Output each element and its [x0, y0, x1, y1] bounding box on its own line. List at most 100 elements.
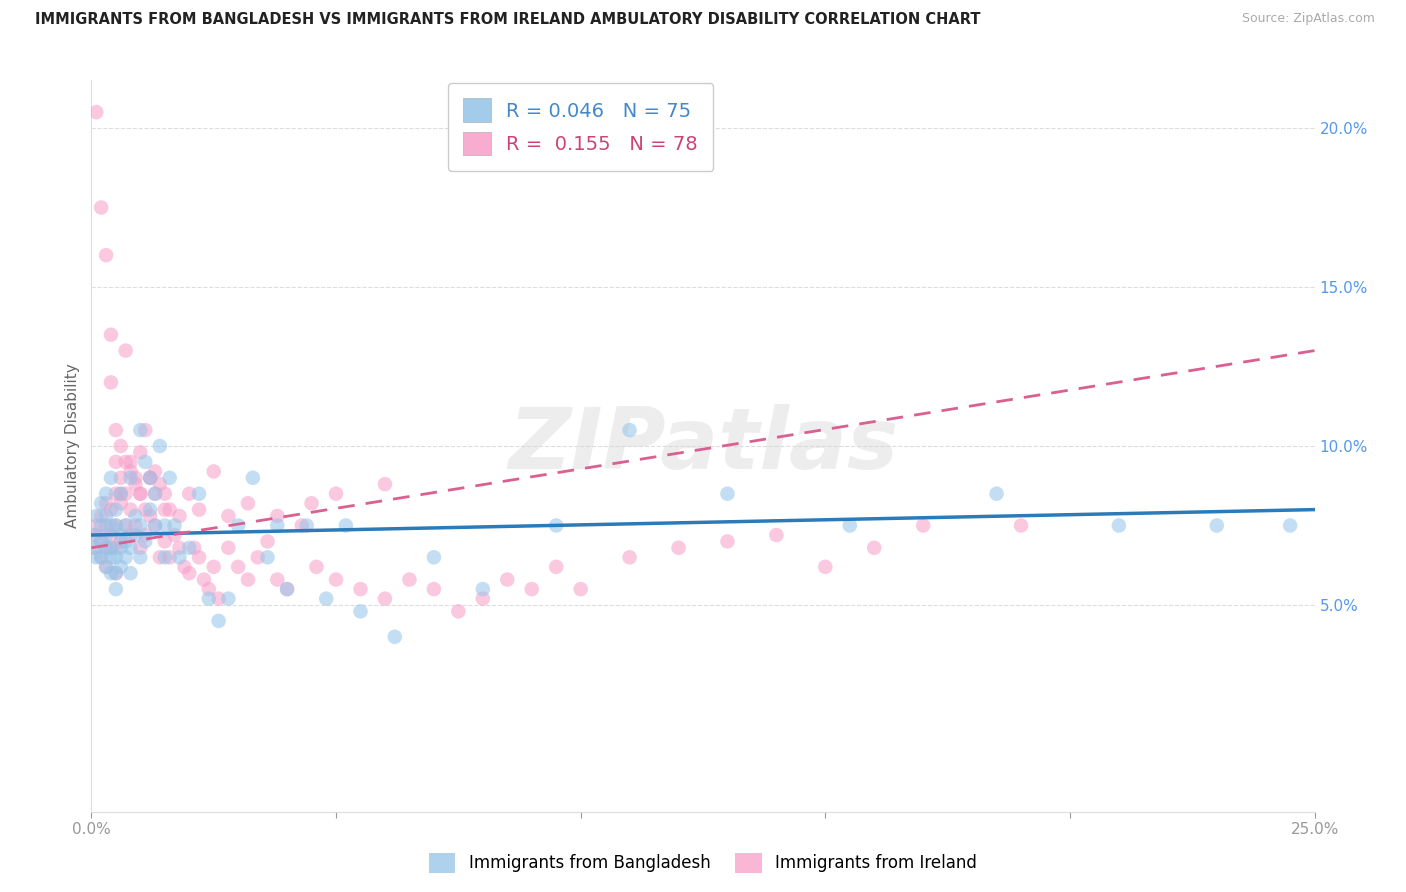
Point [114, 534, 136, 549]
Point [447, 604, 470, 618]
Point [153, 486, 176, 500]
Point [202, 559, 225, 574]
Point [471, 591, 494, 606]
Point [520, 582, 543, 596]
Point [716, 486, 738, 500]
Point [110, 439, 132, 453]
Point [217, 508, 239, 523]
Point [1279, 518, 1302, 533]
Point [139, 471, 162, 485]
Point [159, 550, 181, 565]
Point [159, 502, 181, 516]
Point [276, 582, 298, 596]
Point [179, 541, 201, 555]
Point [242, 471, 264, 485]
Point [100, 471, 122, 485]
Point [104, 550, 127, 565]
Legend: R = 0.046   N = 75, R =  0.155   N = 78: R = 0.046 N = 75, R = 0.155 N = 78 [449, 83, 713, 171]
Point [90, 518, 112, 533]
Point [1108, 518, 1130, 533]
Point [305, 559, 328, 574]
Point [90, 496, 112, 510]
Point [291, 518, 314, 533]
Point [94, 559, 117, 574]
Point [90, 534, 112, 549]
Legend: Immigrants from Bangladesh, Immigrants from Ireland: Immigrants from Bangladesh, Immigrants f… [422, 847, 984, 880]
Point [163, 518, 186, 533]
Point [569, 582, 592, 596]
Point [84, 550, 107, 565]
Point [94, 486, 117, 500]
Point [100, 541, 122, 555]
Point [100, 502, 122, 516]
Point [349, 604, 371, 618]
Point [423, 550, 446, 565]
Point [94, 518, 117, 533]
Point [100, 566, 122, 581]
Point [129, 486, 152, 500]
Point [716, 534, 738, 549]
Point [124, 471, 146, 485]
Point [134, 502, 156, 516]
Point [668, 541, 690, 555]
Point [1205, 518, 1227, 533]
Text: ZIPatlas: ZIPatlas [508, 404, 898, 488]
Point [266, 508, 288, 523]
Point [100, 550, 122, 565]
Point [169, 541, 191, 555]
Point [124, 477, 146, 491]
Point [179, 486, 201, 500]
Point [110, 528, 132, 542]
Point [217, 541, 239, 555]
Point [619, 550, 641, 565]
Point [276, 582, 298, 596]
Point [100, 518, 122, 533]
Point [104, 518, 127, 533]
Point [90, 201, 112, 215]
Point [110, 534, 132, 549]
Point [202, 465, 225, 479]
Point [120, 528, 142, 542]
Point [129, 445, 152, 459]
Point [114, 518, 136, 533]
Point [90, 534, 112, 549]
Point [100, 541, 122, 555]
Point [100, 376, 122, 390]
Point [912, 518, 935, 533]
Point [104, 582, 127, 596]
Point [90, 550, 112, 565]
Point [114, 518, 136, 533]
Point [94, 248, 117, 262]
Point [546, 559, 568, 574]
Point [84, 541, 107, 555]
Point [104, 423, 127, 437]
Point [143, 465, 166, 479]
Point [349, 582, 371, 596]
Point [134, 534, 156, 549]
Point [129, 541, 152, 555]
Point [814, 559, 837, 574]
Point [169, 508, 191, 523]
Point [143, 486, 166, 500]
Point [110, 559, 132, 574]
Point [246, 550, 269, 565]
Point [149, 439, 172, 453]
Point [325, 486, 347, 500]
Point [104, 541, 127, 555]
Point [139, 508, 162, 523]
Point [863, 541, 886, 555]
Text: Source: ZipAtlas.com: Source: ZipAtlas.com [1241, 12, 1375, 25]
Point [384, 630, 406, 644]
Point [120, 471, 142, 485]
Point [129, 518, 152, 533]
Point [153, 550, 176, 565]
Point [1010, 518, 1032, 533]
Point [163, 528, 186, 542]
Point [120, 455, 142, 469]
Point [266, 518, 288, 533]
Point [94, 496, 117, 510]
Point [139, 502, 162, 516]
Point [104, 566, 127, 581]
Point [83, 541, 105, 555]
Point [100, 528, 122, 542]
